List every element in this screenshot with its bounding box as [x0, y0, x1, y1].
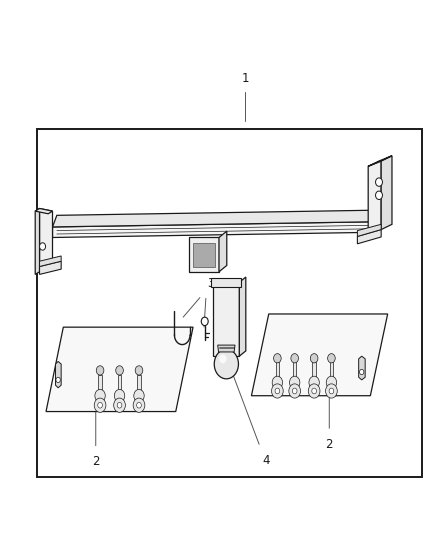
Circle shape — [311, 353, 318, 363]
Circle shape — [290, 376, 300, 389]
Polygon shape — [46, 327, 193, 411]
Circle shape — [274, 353, 281, 363]
Circle shape — [219, 354, 226, 363]
Circle shape — [275, 388, 280, 394]
Polygon shape — [357, 224, 381, 237]
Circle shape — [135, 366, 143, 375]
Polygon shape — [189, 238, 219, 272]
Circle shape — [39, 243, 46, 250]
Bar — [37, 130, 422, 478]
Polygon shape — [368, 161, 381, 238]
Polygon shape — [251, 314, 388, 395]
Polygon shape — [39, 256, 61, 266]
Circle shape — [214, 349, 238, 379]
Circle shape — [201, 317, 208, 326]
Circle shape — [95, 390, 105, 402]
Circle shape — [114, 390, 125, 402]
Circle shape — [96, 366, 104, 375]
Polygon shape — [276, 362, 279, 383]
Circle shape — [375, 178, 382, 187]
Circle shape — [272, 384, 283, 398]
Circle shape — [98, 402, 102, 408]
Circle shape — [134, 390, 144, 402]
Circle shape — [328, 353, 335, 363]
Circle shape — [309, 376, 319, 389]
Polygon shape — [368, 156, 392, 166]
Text: 2: 2 — [92, 455, 99, 469]
Circle shape — [326, 376, 337, 389]
Text: 4: 4 — [262, 454, 270, 467]
Polygon shape — [357, 230, 381, 244]
Circle shape — [137, 402, 141, 408]
Circle shape — [360, 369, 364, 375]
Text: 2: 2 — [325, 438, 333, 451]
Polygon shape — [53, 210, 383, 227]
Polygon shape — [118, 375, 121, 395]
Circle shape — [94, 398, 106, 413]
Polygon shape — [99, 375, 102, 395]
Polygon shape — [56, 361, 61, 388]
Circle shape — [329, 388, 334, 394]
Polygon shape — [39, 261, 61, 274]
Polygon shape — [218, 345, 235, 352]
Circle shape — [56, 377, 60, 383]
Polygon shape — [193, 243, 215, 266]
Text: 3: 3 — [207, 277, 214, 290]
Polygon shape — [381, 156, 392, 230]
Polygon shape — [239, 277, 246, 356]
Circle shape — [292, 388, 297, 394]
Polygon shape — [219, 231, 227, 272]
Polygon shape — [137, 375, 141, 395]
Circle shape — [325, 384, 337, 398]
Circle shape — [291, 353, 298, 363]
Polygon shape — [211, 278, 241, 287]
Polygon shape — [312, 362, 316, 383]
Circle shape — [272, 376, 283, 389]
Circle shape — [308, 384, 320, 398]
Polygon shape — [330, 362, 333, 383]
Circle shape — [117, 402, 122, 408]
Circle shape — [116, 366, 124, 375]
Circle shape — [312, 388, 317, 394]
Polygon shape — [293, 362, 297, 383]
Polygon shape — [359, 356, 365, 380]
Polygon shape — [39, 208, 53, 272]
Text: 1: 1 — [241, 71, 249, 85]
Circle shape — [133, 398, 145, 413]
Polygon shape — [35, 208, 39, 274]
Polygon shape — [213, 282, 239, 356]
Circle shape — [114, 398, 125, 413]
Polygon shape — [53, 222, 379, 238]
Circle shape — [289, 384, 300, 398]
Circle shape — [375, 191, 382, 199]
Polygon shape — [35, 208, 53, 214]
